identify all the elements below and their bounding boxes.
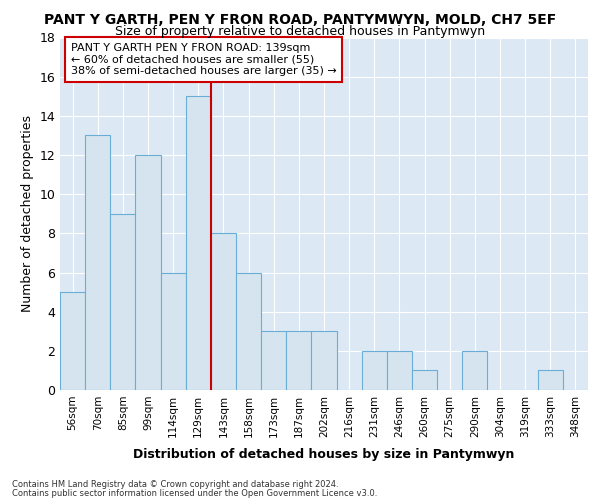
Bar	[462, 351, 487, 390]
Bar	[286, 331, 311, 390]
Text: Contains HM Land Registry data © Crown copyright and database right 2024.: Contains HM Land Registry data © Crown c…	[12, 480, 338, 489]
Bar	[538, 370, 563, 390]
Bar	[136, 155, 161, 390]
Y-axis label: Number of detached properties: Number of detached properties	[21, 116, 34, 312]
Text: Size of property relative to detached houses in Pantymwyn: Size of property relative to detached ho…	[115, 25, 485, 38]
Bar	[85, 136, 110, 390]
Bar	[236, 272, 261, 390]
Bar	[186, 96, 211, 390]
Bar	[211, 234, 236, 390]
Bar	[311, 331, 337, 390]
Bar	[362, 351, 387, 390]
Bar	[261, 331, 286, 390]
X-axis label: Distribution of detached houses by size in Pantymwyn: Distribution of detached houses by size …	[133, 448, 515, 461]
Text: Contains public sector information licensed under the Open Government Licence v3: Contains public sector information licen…	[12, 488, 377, 498]
Bar	[387, 351, 412, 390]
Bar	[412, 370, 437, 390]
Text: PANT Y GARTH, PEN Y FRON ROAD, PANTYMWYN, MOLD, CH7 5EF: PANT Y GARTH, PEN Y FRON ROAD, PANTYMWYN…	[44, 12, 556, 26]
Bar	[161, 272, 186, 390]
Bar	[110, 214, 136, 390]
Bar	[60, 292, 85, 390]
Text: PANT Y GARTH PEN Y FRON ROAD: 139sqm
← 60% of detached houses are smaller (55)
3: PANT Y GARTH PEN Y FRON ROAD: 139sqm ← 6…	[71, 43, 337, 76]
